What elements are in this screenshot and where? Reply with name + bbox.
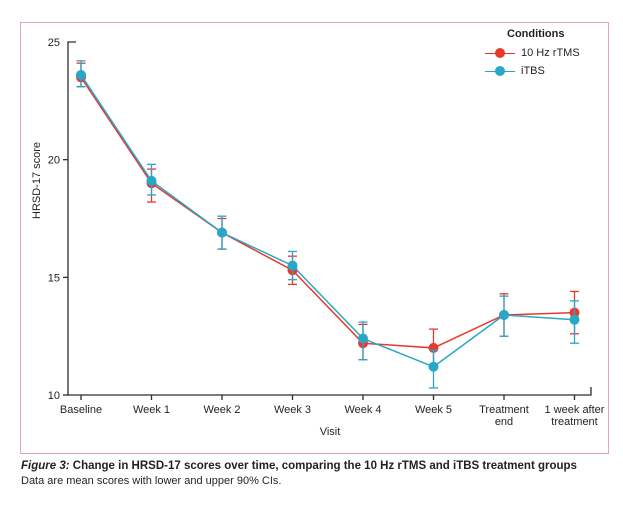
y-tick-label: 15 [48,272,60,284]
chart-canvas: 10 15 20 25 Baseline Week 1 Week 2 Week 3 Week 4… [48,37,605,428]
x-tick-label: Week 3 [274,404,311,416]
series-line [80,74,575,368]
x-axis-label: Visit [319,426,341,438]
caption-figure-label: Figure 3: [21,460,70,472]
data-point [428,361,439,372]
legend: Conditions 10 Hz rTMS iTBS [485,28,580,80]
x-tick-label: Baseline [60,404,102,416]
legend-item-rtms: 10 Hz rTMS [485,44,580,62]
caption-title: Change in HRSD-17 scores over time, comp… [72,460,577,472]
x-tick-label: Week 1 [133,404,170,416]
data-point [287,260,298,271]
x-tick-label: 1 week after treatment [545,404,605,428]
y-tick-label: 20 [48,155,60,167]
x-tick-label: Week 2 [203,404,240,416]
legend-item-itbs: iTBS [485,62,580,80]
data-point [76,69,86,80]
figure-frame: 10 15 20 25 Baseline Week 1 Week 2 Week 3 Week 4… [20,22,609,454]
itbs-marker-icon [485,66,515,76]
data-point [146,175,157,186]
series-line [80,76,575,349]
rtms-marker-icon [485,48,515,58]
data-point [499,309,509,320]
x-tick-label: Week 5 [415,404,452,416]
caption-note: Data are mean scores with lower and uppe… [21,475,282,487]
x-tick-label: Week 4 [344,404,381,416]
data-point [569,314,580,325]
caption-line1: Figure 3: Change in HRSD-17 scores over … [21,459,606,474]
figure-caption: Figure 3: Change in HRSD-17 scores over … [21,459,606,489]
x-tick-label: Treatment end [479,404,529,428]
legend-label-rtms: 10 Hz rTMS [521,47,580,59]
y-tick-label: 10 [48,390,60,402]
legend-title: Conditions [507,28,565,40]
y-tick-label: 25 [48,37,60,49]
data-point [358,333,368,344]
data-point [217,227,227,238]
axis-line [67,41,592,396]
legend-label-itbs: iTBS [521,65,545,77]
